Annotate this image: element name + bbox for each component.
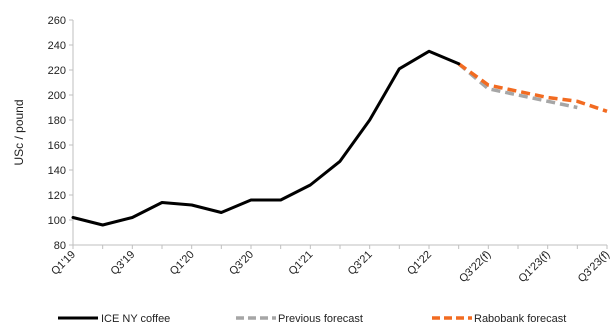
- series-line: [457, 62, 608, 113]
- x-tick-label: Q3'22(f): [457, 249, 493, 285]
- series-line: [71, 49, 461, 227]
- y-tick-label: 180: [48, 115, 66, 127]
- chart-legend: ICE NY coffee Previous forecast Rabobank f…: [58, 313, 566, 325]
- y-tick-label: 140: [48, 165, 66, 177]
- x-tick-label: Q3'23(f): [576, 249, 612, 285]
- x-tick-label: Q3'21: [346, 249, 375, 278]
- y-tick-label: 220: [48, 65, 66, 77]
- y-tick-label: 240: [48, 40, 66, 52]
- x-tick-label: Q1'21: [286, 249, 315, 278]
- y-tick-label: 260: [48, 15, 66, 27]
- y-tick-label: 200: [48, 90, 66, 102]
- legend-label: Previous forecast: [278, 313, 363, 325]
- x-tick-label: Q1'20: [168, 249, 197, 278]
- x-tick-label: Q3'19: [108, 249, 137, 278]
- chart-series: [71, 49, 608, 227]
- x-tick-label: Q3'20: [227, 249, 256, 278]
- y-tick-label: 120: [48, 190, 66, 202]
- chart-axes: 80 100 120 140 160 180 200 220 240 260 Q1'19 Q3'19 Q…: [48, 15, 612, 285]
- y-tick-label: 80: [54, 240, 66, 252]
- series-line: [457, 62, 578, 110]
- legend-label: ICE NY coffee: [101, 313, 170, 325]
- x-tick-label: Q1'23(f): [516, 249, 552, 285]
- legend-label: Rabobank forecast: [474, 313, 566, 325]
- x-tick-label: Q1'22: [405, 249, 434, 278]
- y-tick-label: 100: [48, 215, 66, 227]
- y-axis-label: USc / pound: [12, 99, 26, 165]
- x-tick-label: Q1'19: [49, 249, 78, 278]
- y-tick-label: 160: [48, 140, 66, 152]
